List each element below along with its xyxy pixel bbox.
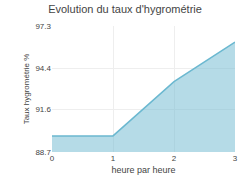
svg-text:91.6: 91.6	[35, 105, 51, 114]
svg-text:Evolution du taux d'hygrométri: Evolution du taux d'hygrométrie	[48, 3, 202, 15]
svg-text:94.4: 94.4	[35, 64, 51, 73]
svg-text:97.3: 97.3	[35, 22, 51, 31]
svg-text:2: 2	[172, 154, 177, 163]
svg-text:heure par heure: heure par heure	[111, 165, 175, 175]
svg-text:3: 3	[233, 154, 238, 163]
svg-text:Taux hygrométrie %: Taux hygrométrie %	[22, 54, 31, 125]
svg-text:1: 1	[111, 154, 116, 163]
svg-text:88.7: 88.7	[35, 148, 51, 157]
svg-text:0: 0	[50, 154, 55, 163]
